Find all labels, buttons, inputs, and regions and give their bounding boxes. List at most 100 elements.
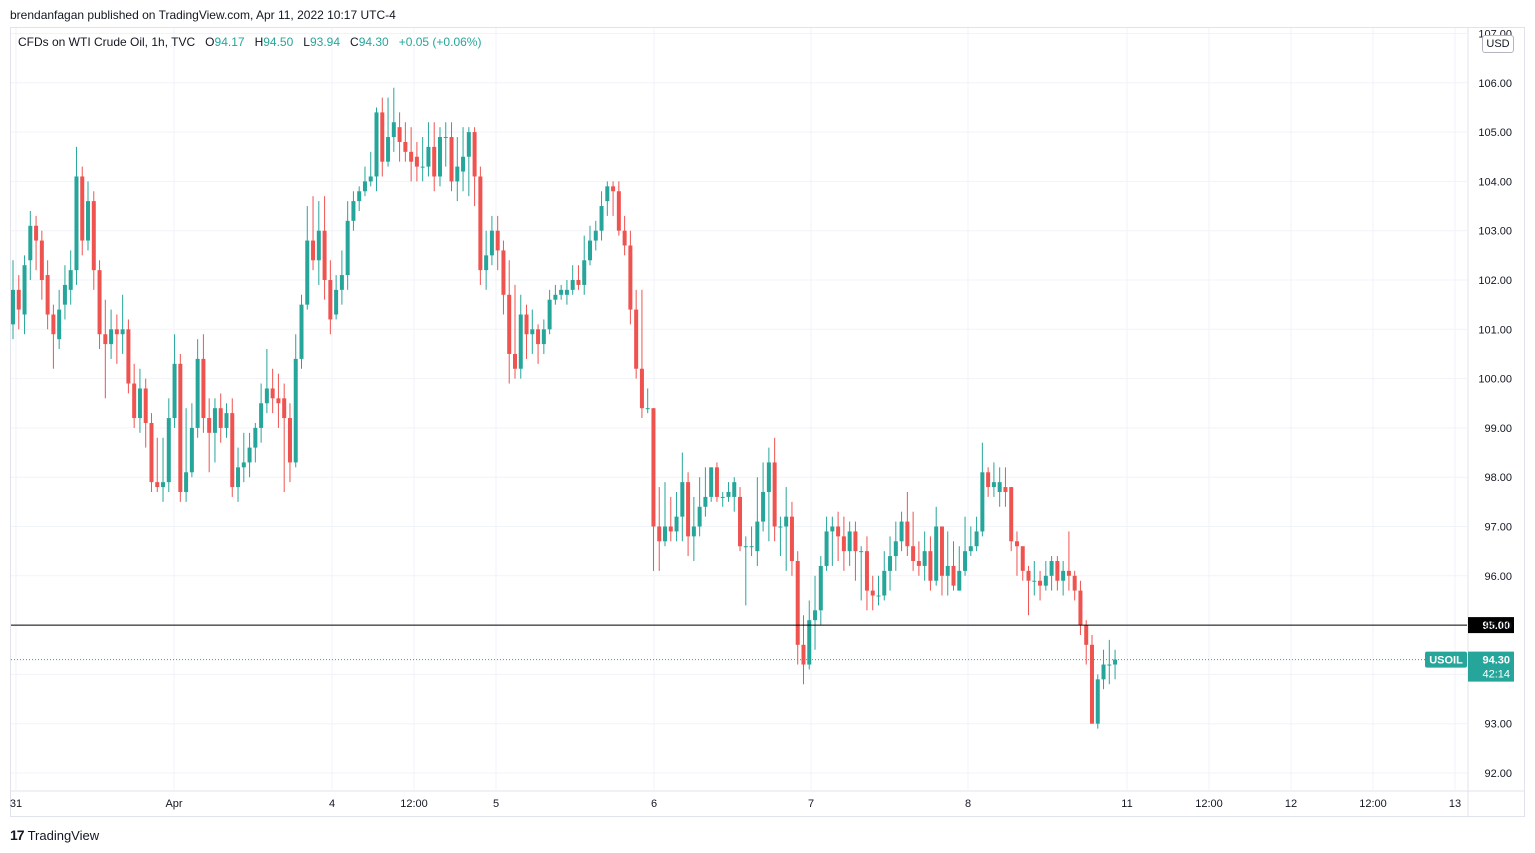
candle-body-down: [836, 526, 841, 537]
candle-body-down: [1078, 590, 1083, 626]
candle-body-down: [668, 526, 673, 532]
candle-body-up: [236, 467, 241, 488]
candle-body-up: [1101, 664, 1106, 680]
candle-body-up: [161, 482, 166, 488]
candle-body-down: [870, 590, 875, 596]
candle-body-down: [16, 289, 21, 310]
legend-high-label: H: [254, 35, 264, 49]
candle-body-down: [409, 151, 414, 162]
candle-body-up: [974, 531, 979, 547]
candle-body-up: [374, 112, 379, 177]
candle-body-down: [126, 329, 131, 384]
candle-body-down: [397, 127, 402, 142]
candle-body-down: [714, 467, 719, 497]
time-tick-label: 12:00: [1195, 798, 1223, 810]
candle-body-up: [888, 556, 893, 571]
candle-body-down: [916, 561, 921, 566]
candle-body-up: [766, 462, 771, 492]
level-label-box: [1468, 617, 1514, 634]
price-tick-label: 104.00: [1478, 176, 1512, 188]
candle-body-up: [680, 482, 685, 517]
candle-body-down: [939, 526, 944, 576]
currency-badge[interactable]: USD: [1482, 35, 1514, 53]
candle-body-up: [945, 565, 950, 576]
candle-body-up: [461, 156, 466, 172]
candle-body-up: [743, 546, 748, 548]
candle-body-down: [270, 388, 275, 399]
candle-body-up: [997, 482, 1002, 492]
candle-body-up: [755, 521, 760, 552]
candle-body-down: [738, 496, 743, 547]
candle-body-up: [339, 275, 344, 290]
candle-body-down: [905, 521, 910, 547]
legend-high-value: 94.50: [263, 35, 294, 49]
candle-body-up: [351, 201, 356, 221]
candle-body-up: [807, 620, 812, 665]
price-tick-label: 95.00: [1484, 620, 1512, 632]
candle-body-up: [195, 358, 200, 428]
candle-body-down: [472, 132, 477, 177]
candle-body-down: [536, 329, 541, 345]
time-tick-label: 4: [329, 798, 335, 810]
price-tick-label: 96.00: [1484, 571, 1512, 583]
candle-body-up: [564, 289, 569, 295]
candle-body-up: [184, 472, 189, 492]
candle-body-up: [259, 403, 264, 428]
time-tick-label: 12:00: [400, 798, 428, 810]
candle-body-up: [489, 230, 494, 256]
candle-body-down: [1038, 580, 1043, 586]
candle-body-up: [518, 314, 523, 369]
candle-body-down: [524, 314, 529, 335]
candle-body-up: [588, 240, 592, 261]
price-tick-label: 99.00: [1484, 423, 1512, 435]
candle-body-up: [316, 230, 321, 261]
candle-body-up: [830, 526, 835, 532]
candle-body-up: [172, 363, 177, 419]
candle-body-down: [628, 245, 633, 310]
price-tick-label: 106.00: [1478, 78, 1512, 90]
candle-body-down: [207, 418, 212, 433]
candle-body-up: [893, 541, 898, 557]
tradingview-brand[interactable]: 17 TradingView: [10, 827, 99, 843]
candle-body-up: [899, 521, 904, 542]
last-price-marker: USOIL 94.30 42:14: [11, 651, 1514, 682]
candle-body-down: [478, 176, 483, 271]
candle-body-up: [357, 191, 362, 202]
candle-body-up: [345, 220, 350, 276]
time-tick-label: 31: [10, 798, 22, 810]
candle-body-down: [201, 358, 206, 419]
candle-body-down: [155, 482, 160, 488]
candle-body-up: [882, 570, 887, 596]
price-tick-label: 105.00: [1478, 127, 1512, 139]
candle-body-down: [91, 201, 96, 271]
candle-body-up: [663, 526, 668, 542]
price-tick-label: 103.00: [1478, 226, 1512, 238]
candle-body-down: [311, 240, 316, 261]
candle-body-up: [968, 546, 973, 552]
candle-body-down: [1014, 541, 1019, 547]
price-tick-label: 93.00: [1484, 719, 1512, 731]
candle-body-down: [501, 250, 506, 295]
legend-low-label: L: [303, 35, 310, 49]
candle-body-down: [39, 240, 44, 280]
candle-body-up: [334, 289, 339, 315]
candle-body-up: [553, 294, 558, 300]
candles: [11, 87, 1118, 729]
candle-body-down: [45, 275, 50, 315]
level-label: 95.00: [1482, 620, 1510, 632]
time-tick-label: 6: [651, 798, 657, 810]
candle-body-up: [599, 206, 604, 231]
candle-body-up: [86, 201, 91, 241]
candle-body-down: [432, 146, 437, 177]
candle-body-down: [403, 141, 408, 152]
candle-body-up: [466, 132, 471, 157]
candle-body-down: [1055, 561, 1060, 581]
candle-body-up: [22, 265, 27, 315]
candle-body-down: [51, 314, 56, 335]
candle-body-up: [824, 531, 829, 566]
candle-body-up: [443, 137, 448, 139]
candle-body-down: [657, 526, 662, 542]
candle-body-down: [1020, 546, 1025, 571]
candle-body-down: [639, 368, 644, 409]
